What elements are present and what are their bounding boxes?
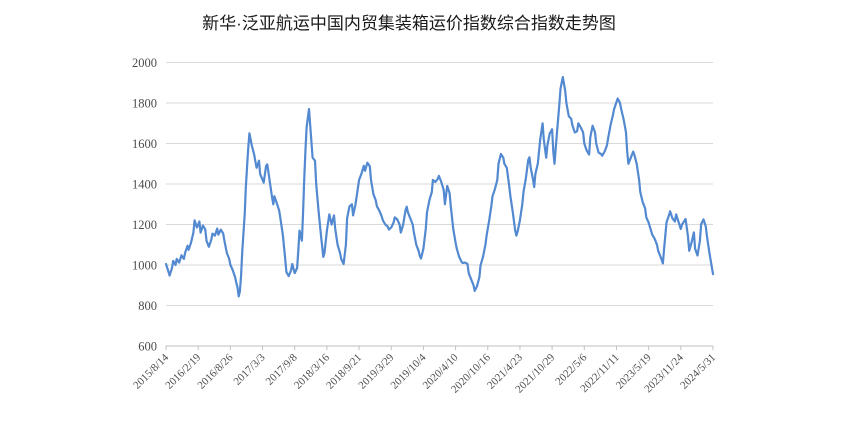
x-axis-label: 2017/3/3 [231,351,267,387]
chart-title: 新华·泛亚航运中国内贸集装箱运价指数综合指数走势图 [202,14,616,33]
y-axis-label: 800 [138,299,157,313]
y-axis-label: 2000 [132,56,157,70]
y-axis-label: 600 [138,340,157,354]
index-series-line [164,76,715,298]
y-axis-label: 1000 [132,259,157,273]
y-axis-label: 1600 [132,137,157,151]
x-axis-label: 2024/5/31 [678,352,718,392]
y-axis-label: 1800 [132,97,157,111]
y-axis-label: 1200 [132,218,157,232]
y-axis-label: 1400 [132,178,157,192]
x-axis-label: 2016/8/26 [195,351,235,391]
